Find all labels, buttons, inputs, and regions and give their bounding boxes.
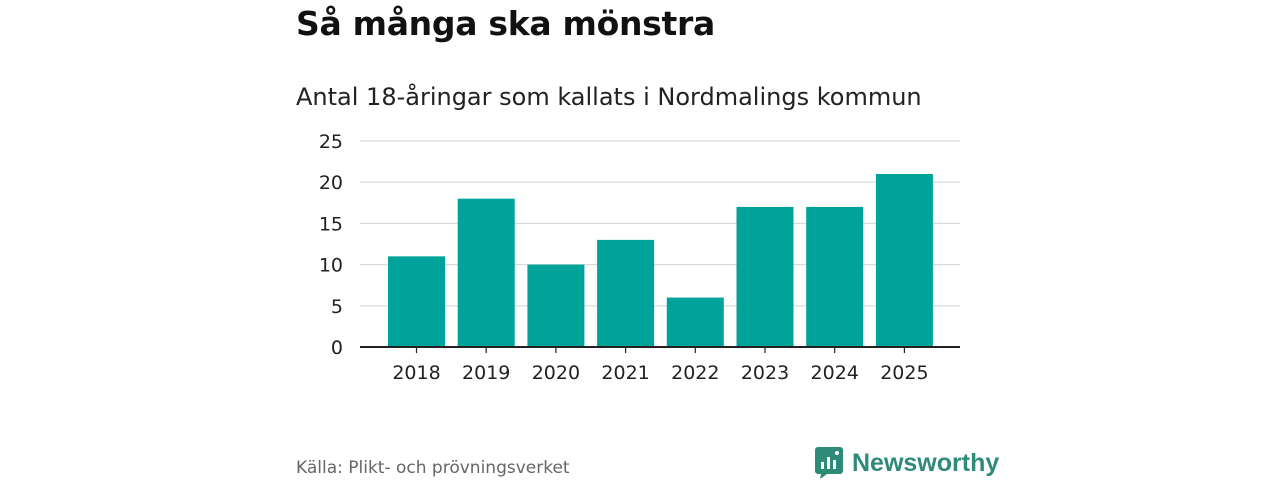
bar-2024 <box>806 206 864 347</box>
bar-2025 <box>875 173 933 347</box>
x-tick-label: 2025 <box>880 362 928 384</box>
y-tick-label: 10 <box>319 255 343 277</box>
gridlines <box>360 140 960 307</box>
bar-2018 <box>388 256 445 347</box>
bar-2022 <box>666 297 724 347</box>
brand-name: Newsworthy <box>852 448 1000 477</box>
chart-subtitle: Antal 18-åringar som kallats i Nordmalin… <box>296 83 922 111</box>
y-tick-label: 5 <box>331 296 343 318</box>
newsworthy-logo-icon <box>815 447 843 479</box>
bar-2023 <box>736 206 794 347</box>
x-tick-label: 2018 <box>392 362 440 384</box>
source-note: Källa: Plikt- och prövningsverket <box>296 458 570 478</box>
bar-2021 <box>597 239 655 347</box>
brand-logo: Newsworthy <box>815 446 999 480</box>
x-tick-label: 2024 <box>811 362 859 384</box>
x-tick-label: 2022 <box>671 362 719 384</box>
y-tick-label: 15 <box>319 213 343 235</box>
x-tick-label: 2020 <box>532 362 580 384</box>
x-tick-label: 2021 <box>601 362 649 384</box>
bars <box>388 173 933 347</box>
x-tick-label: 2023 <box>741 362 789 384</box>
y-tick-label: 0 <box>331 337 343 359</box>
chart-title: Så många ska mönstra <box>296 4 715 43</box>
x-tick-label: 2019 <box>462 362 510 384</box>
y-tick-label: 25 <box>319 131 343 153</box>
bar-2019 <box>457 198 515 347</box>
bar-2020 <box>527 264 585 347</box>
y-tick-label: 20 <box>319 172 343 194</box>
